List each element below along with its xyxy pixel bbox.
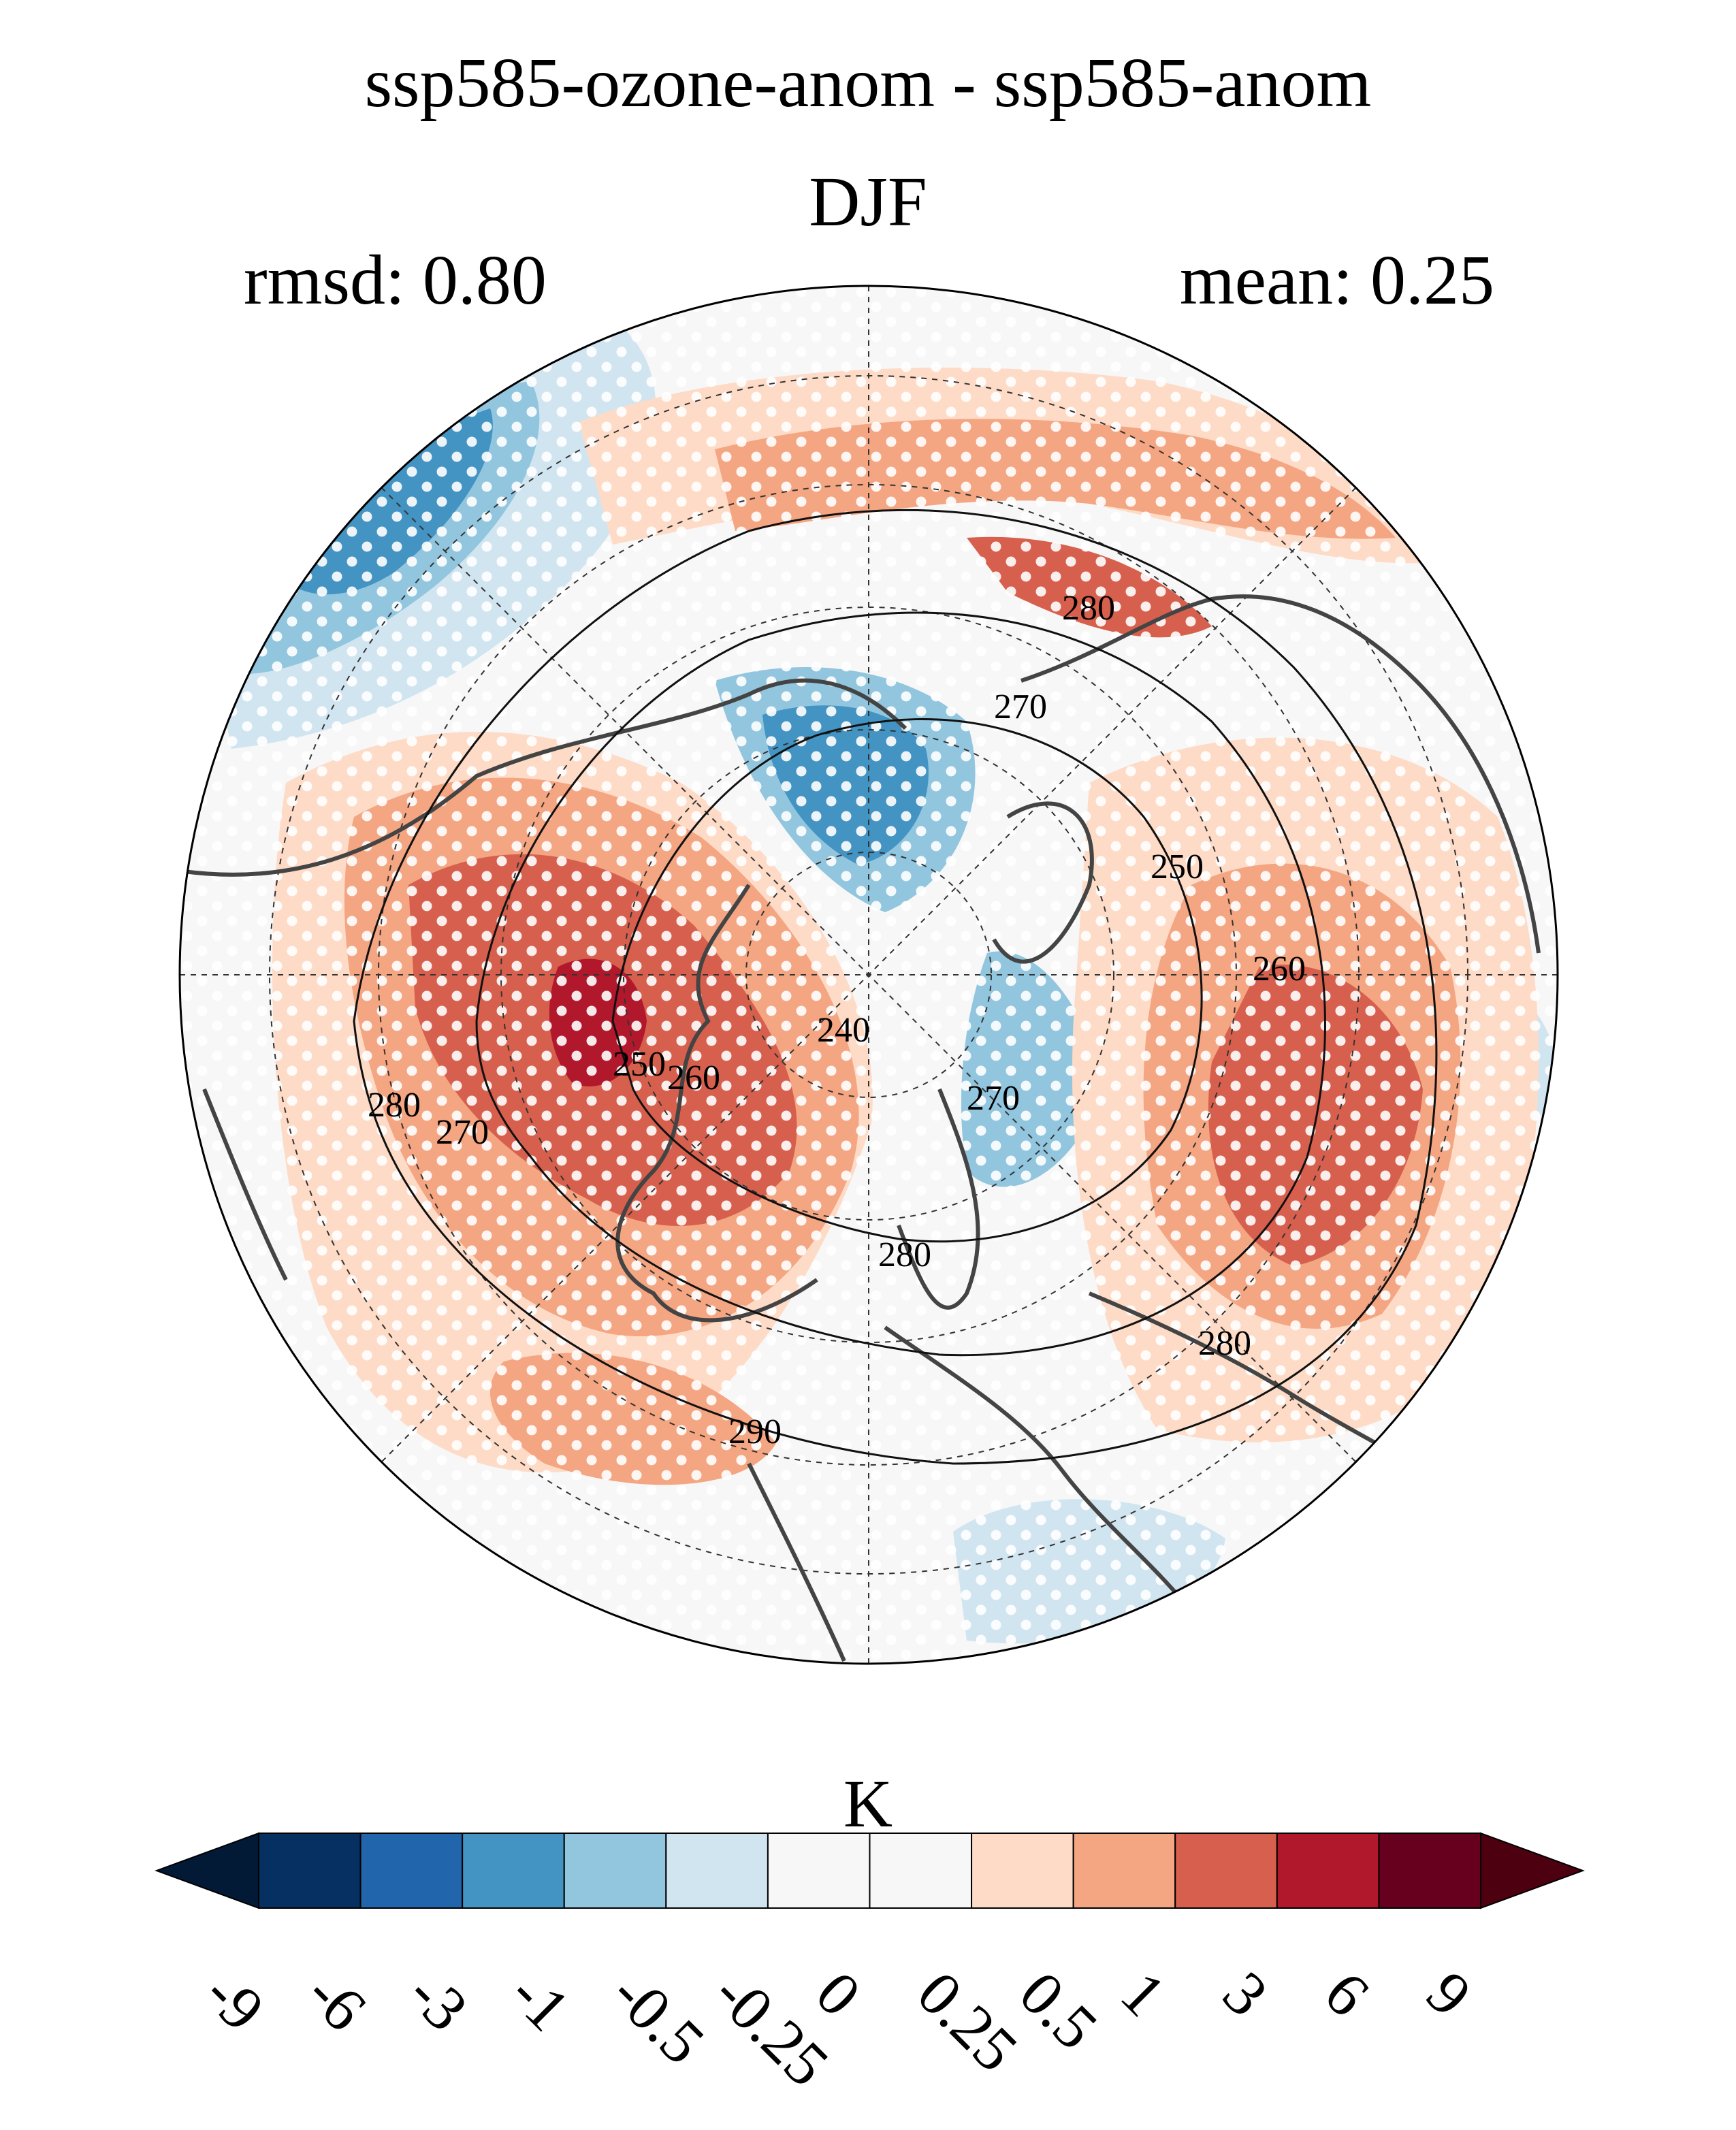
- colorbar-tick-label: 0: [802, 1958, 874, 2030]
- colorbar-segment: [462, 1833, 565, 1909]
- rmsd-label: rmsd: 0.80: [244, 241, 547, 319]
- contour-label: 270: [994, 688, 1047, 726]
- colorbar-tick-label: -0.25: [701, 1958, 842, 2100]
- colorbar-segment: [359, 1833, 464, 1909]
- climatology-contours: [353, 509, 1438, 1465]
- colorbar-tick-label: -1: [497, 1958, 583, 2044]
- contour-label: 280: [368, 1086, 421, 1125]
- colorbar-tick-label: 0.5: [1006, 1958, 1111, 2063]
- colorbar-tick-label: 0.25: [904, 1958, 1031, 2085]
- colorbar-tick-label: -6: [293, 1958, 380, 2044]
- colorbar-tick-label: 6: [1311, 1958, 1383, 2030]
- colorbar-segment: [258, 1833, 361, 1909]
- colorbar-segment: [767, 1833, 871, 1909]
- colorbar-tick-label: 9: [1413, 1958, 1485, 2030]
- contour-label: 250: [1151, 848, 1204, 886]
- colorbar-tick-label: 3: [1210, 1958, 1281, 2030]
- contour-label: 280: [878, 1236, 931, 1274]
- colorbar-segment: [1072, 1833, 1176, 1909]
- polar-map: 280 270 250 260 240 280 270 280 250 260 …: [178, 285, 1559, 1665]
- colorbar-segment: [869, 1833, 973, 1909]
- contour-label: 280: [1062, 589, 1115, 628]
- colorbar-tick-label: 1: [1108, 1958, 1180, 2030]
- season-label: DJF: [809, 163, 927, 241]
- colorbar-tick-label: -0.5: [598, 1958, 718, 2078]
- graticule: [180, 286, 1558, 1664]
- colorbar-segment: [1276, 1833, 1380, 1909]
- contour-label: 260: [667, 1059, 720, 1097]
- map-boundary: [178, 285, 1559, 1665]
- colorbar-tick-label: -9: [191, 1958, 278, 2044]
- contour-label-group: 280 270 250 260 240 280 270 280 250 260 …: [368, 589, 1306, 1451]
- contour-label: 240: [817, 1011, 870, 1050]
- colorbar-under-arrow: [155, 1832, 259, 1909]
- colorbar-segment: [1174, 1833, 1278, 1909]
- colorbar-over-arrow: [1480, 1832, 1585, 1909]
- mean-label: mean: 0.25: [1179, 241, 1494, 319]
- contour-label: 260: [1253, 950, 1306, 988]
- contour-label: 270: [436, 1113, 489, 1152]
- contour-label: 290: [728, 1413, 782, 1451]
- colorbar-segment: [971, 1833, 1074, 1909]
- colorbar-unit: K: [843, 1766, 893, 1841]
- contour-label: 250: [613, 1045, 666, 1084]
- colorbar-tick-label: -3: [395, 1958, 481, 2044]
- contour-label: 270: [967, 1079, 1020, 1118]
- figure-title: ssp585-ozone-anom - ssp585-anom: [364, 44, 1372, 122]
- colorbar-segment: [1378, 1833, 1481, 1909]
- contour-label: 280: [1198, 1324, 1251, 1363]
- map-field: [180, 286, 1558, 1664]
- colorbar-segment: [665, 1833, 769, 1909]
- colorbar-segment: [563, 1833, 667, 1909]
